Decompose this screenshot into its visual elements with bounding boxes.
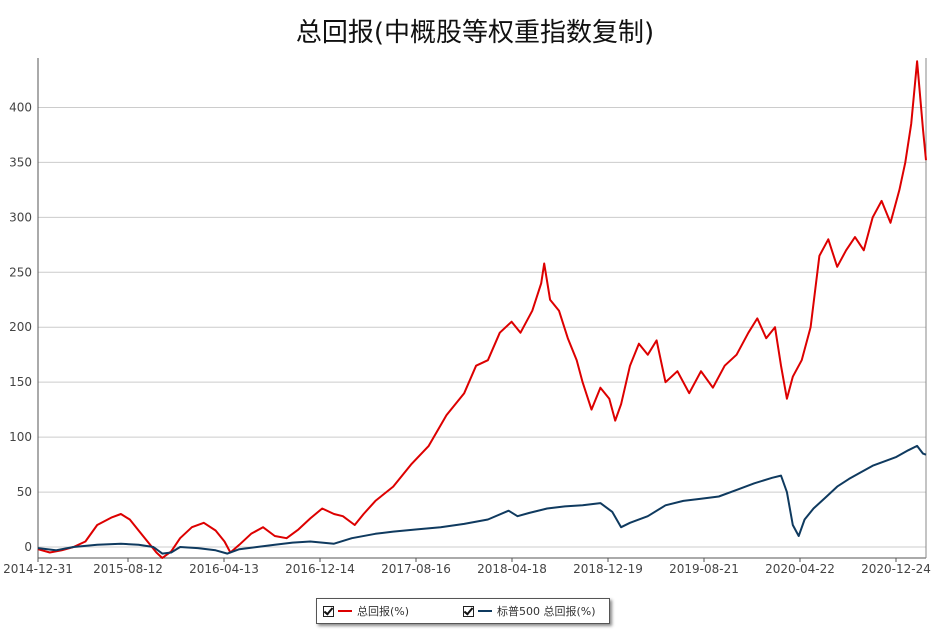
tick-labels: 0 50 100 150 200 250 300 350 400 2014-12-31 2015-0… (3, 100, 931, 576)
y-tick-label: 200 (9, 320, 32, 334)
legend-label: 标普500 总回报(%) (497, 605, 596, 618)
checkbox-checked-icon[interactable] (323, 605, 334, 617)
x-tick-label: 2018-12-19 (573, 562, 643, 576)
series-line-sp500 (37, 444, 927, 555)
x-tick-label: 2015-08-12 (93, 562, 163, 576)
legend-swatch-navy (478, 610, 492, 612)
x-tick-label: 2018-04-18 (477, 562, 547, 576)
x-tick-label: 2020-12-24 (861, 562, 931, 576)
series-line-total-return (37, 60, 927, 559)
legend-item-sp500[interactable]: 标普500 总回报(%) (463, 604, 596, 618)
y-tick-label: 250 (9, 265, 32, 279)
x-tick-label: 2014-12-31 (3, 562, 73, 576)
legend-swatch-red (338, 610, 352, 612)
x-tick-label: 2019-08-21 (669, 562, 739, 576)
checkbox-checked-icon[interactable] (463, 605, 474, 617)
y-tick-label: 150 (9, 375, 32, 389)
y-tick-label: 0 (24, 540, 32, 554)
gridlines (38, 106, 926, 548)
axes (37, 58, 927, 562)
y-tick-label: 300 (9, 210, 32, 224)
legend: 总回报(%) 标普500 总回报(%) (316, 598, 610, 624)
x-tick-label: 2016-12-14 (285, 562, 355, 576)
x-tick-label: 2017-08-16 (381, 562, 451, 576)
y-tick-label: 400 (9, 100, 32, 114)
x-tick-label: 2016-04-13 (189, 562, 259, 576)
y-tick-label: 50 (17, 485, 32, 499)
series-lines (37, 60, 927, 559)
y-tick-label: 350 (9, 155, 32, 169)
legend-label: 总回报(%) (357, 605, 410, 618)
x-tick-label: 2020-04-22 (765, 562, 835, 576)
legend-item-total-return[interactable]: 总回报(%) (323, 604, 409, 618)
chart-title: 总回报(中概股等权重指数复制) (295, 18, 655, 48)
y-tick-label: 100 (9, 430, 32, 444)
